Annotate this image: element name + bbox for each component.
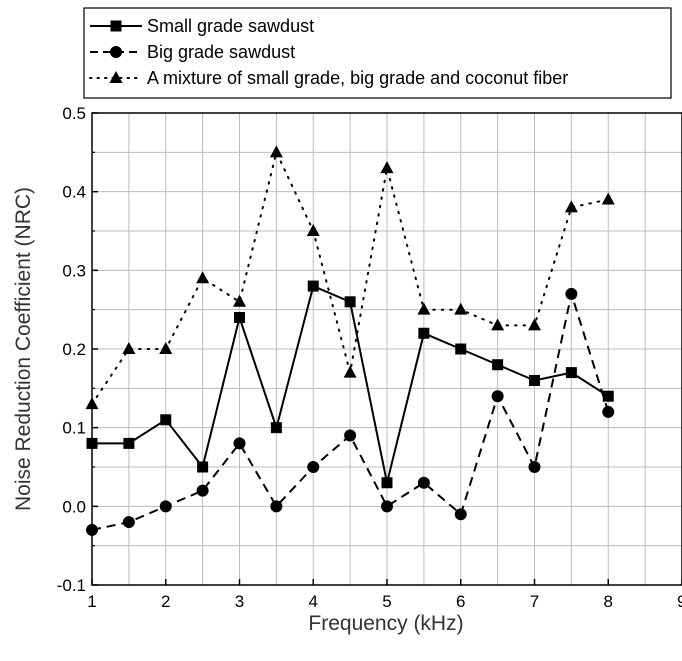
data-point <box>344 429 357 442</box>
y-tick-label: -0.1 <box>57 576 86 595</box>
x-tick-label: 9 <box>677 592 682 611</box>
axis-ticks: -0.1 0.0 0.1 0.2 0.3 0.4 0.5 1 2 3 4 5 6 7 8 9 <box>57 104 682 611</box>
data-point <box>123 437 135 449</box>
data-point <box>454 302 468 315</box>
legend-label: A mixture of small grade, big grade and … <box>147 68 568 88</box>
data-point <box>491 318 505 331</box>
data-point <box>270 500 283 513</box>
data-point <box>601 192 615 205</box>
legend-entry-2: Big grade sawdust <box>90 42 295 62</box>
data-point <box>344 296 356 308</box>
series-2 <box>86 287 615 536</box>
data-point <box>417 476 430 489</box>
y-tick-label: 0.5 <box>62 104 86 123</box>
data-point <box>234 312 245 324</box>
y-tick-label: 0.3 <box>62 261 86 280</box>
data-point <box>86 523 98 536</box>
data-point <box>528 461 541 473</box>
y-axis-title: Noise Reduction Coefficient (NRC) <box>12 187 35 511</box>
data-point <box>602 405 615 418</box>
data-point <box>602 390 614 402</box>
y-tick-label: 0.2 <box>62 340 86 359</box>
data-point <box>454 508 467 521</box>
data-point <box>233 294 246 307</box>
x-tick-label: 1 <box>87 592 96 611</box>
grid <box>91 112 682 586</box>
y-tick-label: 0.4 <box>62 183 86 202</box>
data-point <box>196 271 210 284</box>
data-point <box>306 224 320 236</box>
data-point <box>529 374 540 386</box>
y-tick-label: 0.0 <box>62 497 86 516</box>
data-point <box>418 327 430 339</box>
data-point <box>122 516 135 529</box>
data-point <box>492 359 504 371</box>
data-point <box>528 318 541 331</box>
data-point <box>380 161 394 174</box>
data-point <box>233 437 246 450</box>
data-point <box>122 342 136 354</box>
data-point <box>565 287 578 300</box>
data-point <box>417 302 431 315</box>
series-layer <box>85 145 615 536</box>
x-tick-label: 4 <box>309 592 318 611</box>
data-point <box>86 437 98 449</box>
legend-marker <box>110 46 122 58</box>
data-point <box>197 461 209 473</box>
y-tick-label: 0.1 <box>62 419 86 438</box>
data-point <box>491 390 504 403</box>
legend-marker <box>109 71 123 83</box>
data-point <box>381 477 393 489</box>
data-point <box>160 414 172 426</box>
x-tick-label: 8 <box>604 592 613 611</box>
x-tick-label: 3 <box>235 592 244 611</box>
data-point <box>307 461 320 473</box>
data-point <box>343 365 357 378</box>
data-point <box>455 343 467 355</box>
legend-box <box>83 7 672 99</box>
x-tick-label: 2 <box>161 592 170 611</box>
data-point <box>159 500 172 513</box>
x-axis-title: Frequency (kHz) <box>308 612 463 635</box>
legend-entry-3: A mixture of small grade, big grade and … <box>89 68 568 88</box>
data-point <box>269 145 283 158</box>
data-point <box>159 342 173 354</box>
data-point <box>196 484 209 497</box>
data-point <box>307 280 319 292</box>
legend: Small grade sawdust Big grade sawdust A mi… <box>83 7 672 99</box>
series-3 <box>85 145 615 410</box>
data-point <box>565 367 577 379</box>
data-point <box>85 397 99 410</box>
legend-label: Small grade sawdust <box>147 16 314 36</box>
series-1 <box>86 280 614 489</box>
x-tick-label: 6 <box>456 592 465 611</box>
data-point <box>381 500 393 513</box>
data-point <box>564 200 578 213</box>
legend-marker <box>110 20 122 32</box>
x-tick-label: 5 <box>382 592 391 611</box>
legend-label: Big grade sawdust <box>147 42 295 62</box>
x-tick-label: 7 <box>530 592 539 611</box>
data-point <box>270 422 282 434</box>
legend-entry-1: Small grade sawdust <box>90 16 314 36</box>
